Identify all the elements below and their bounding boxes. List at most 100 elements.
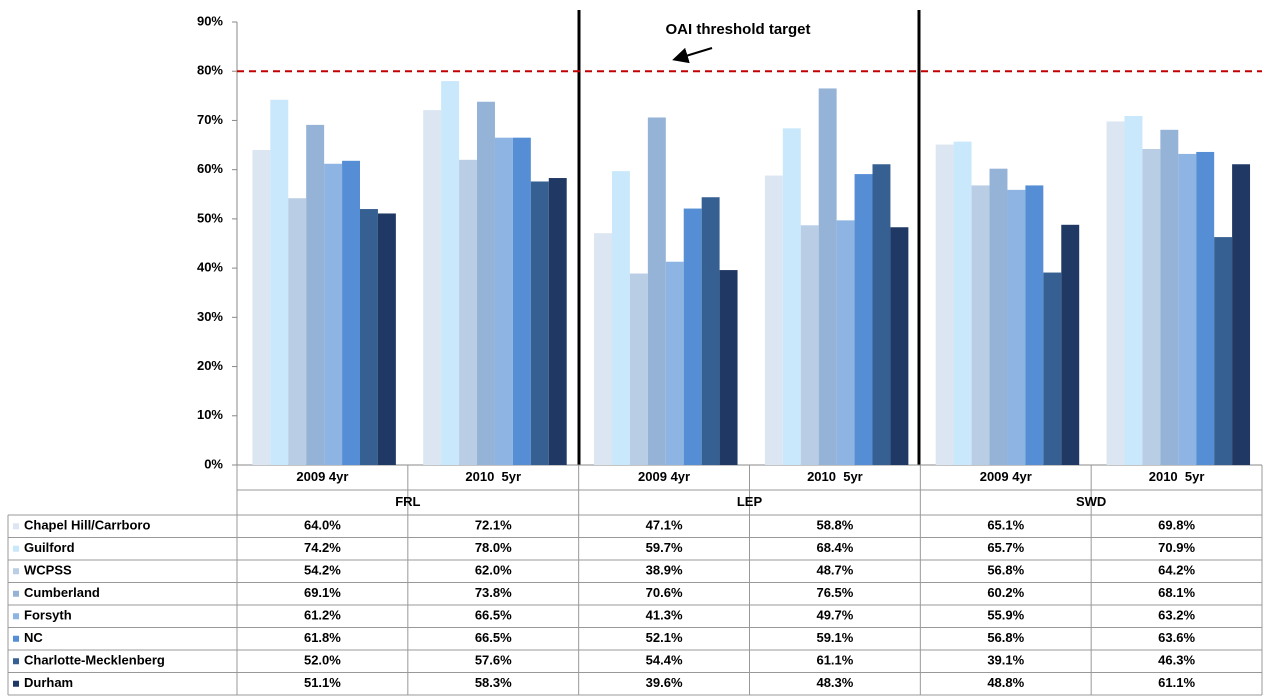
table-value: 64.0% — [304, 518, 341, 533]
y-tick-label: 80% — [197, 63, 223, 78]
table-value: 52.0% — [304, 653, 341, 668]
table-value: 46.3% — [1158, 653, 1195, 668]
bar — [441, 81, 460, 466]
bar — [1025, 185, 1044, 465]
table-value: 72.1% — [475, 518, 512, 533]
table-value: 63.2% — [1158, 608, 1195, 623]
table-value: 49.7% — [816, 608, 853, 623]
table-value: 78.0% — [475, 540, 512, 555]
bar — [764, 175, 783, 465]
y-tick-label: 40% — [197, 260, 223, 275]
x-tick-label: 2010 5yr — [465, 469, 521, 484]
legend-label: Forsyth — [24, 608, 72, 623]
bar — [512, 137, 531, 465]
legend-swatch — [13, 568, 19, 575]
y-tick-label: 90% — [197, 13, 223, 28]
table-value: 76.5% — [816, 585, 853, 600]
bar — [935, 144, 954, 465]
bar — [1214, 237, 1233, 465]
bar — [629, 273, 648, 465]
legend-label: Guilford — [24, 540, 75, 555]
table-value: 58.3% — [475, 675, 512, 690]
table-value: 61.1% — [816, 653, 853, 668]
table-value: 48.7% — [816, 563, 853, 578]
table-value: 65.1% — [987, 518, 1024, 533]
x-tick-label: 2009 4yr — [638, 469, 690, 484]
bar — [594, 233, 612, 465]
bar — [836, 220, 855, 465]
table-value: 68.1% — [1158, 585, 1195, 600]
bar — [1061, 224, 1080, 465]
y-tick-label: 20% — [197, 358, 223, 373]
table-value: 57.6% — [475, 653, 512, 668]
table-value: 66.5% — [475, 630, 512, 645]
bar — [611, 171, 630, 466]
table-value: 48.3% — [816, 675, 853, 690]
table-value: 59.7% — [646, 540, 683, 555]
table-value: 66.5% — [475, 608, 512, 623]
group-label: FRL — [395, 494, 420, 509]
bar — [252, 149, 271, 465]
group-label: SWD — [1076, 494, 1106, 509]
legend-swatch — [13, 680, 19, 687]
bar — [872, 164, 891, 465]
table-value: 64.2% — [1158, 563, 1195, 578]
bar — [423, 110, 442, 465]
bar — [360, 209, 378, 465]
y-tick-label: 70% — [197, 112, 223, 127]
table-value: 73.8% — [475, 585, 512, 600]
y-tick-label: 10% — [197, 407, 223, 422]
bar — [1196, 151, 1215, 466]
legend-label: Durham — [24, 675, 73, 690]
table-value: 69.1% — [304, 585, 341, 600]
bar — [1007, 189, 1026, 465]
bar — [683, 208, 702, 465]
bar — [800, 225, 819, 465]
bar — [1124, 116, 1143, 466]
table-value: 65.7% — [987, 540, 1024, 555]
x-tick-label: 2010 5yr — [807, 469, 863, 484]
annotation: OAI threshold target — [665, 21, 810, 38]
legend-label: WCPSS — [24, 563, 72, 578]
bar — [494, 137, 513, 465]
x-tick-label: 2010 5yr — [1149, 469, 1205, 484]
legend-label: Charlotte-Mecklenberg — [24, 653, 165, 668]
table-value: 70.6% — [646, 585, 683, 600]
bar — [971, 185, 990, 465]
table-value: 59.1% — [816, 630, 853, 645]
bar — [548, 178, 567, 466]
bar — [477, 101, 495, 466]
bar — [530, 181, 549, 466]
table-value: 51.1% — [304, 675, 341, 690]
bar — [377, 213, 396, 465]
y-tick-label: 0% — [204, 456, 223, 471]
table-value: 55.9% — [987, 608, 1024, 623]
bar — [665, 261, 684, 465]
table-value: 68.4% — [816, 540, 853, 555]
legend-swatch — [13, 613, 19, 620]
annotation-arrow — [672, 47, 713, 64]
bar — [1178, 153, 1197, 465]
y-tick-label: 60% — [197, 161, 223, 176]
bar — [1160, 129, 1179, 465]
legend-label: NC — [24, 630, 43, 645]
table-value: 69.8% — [1158, 518, 1195, 533]
table-value: 39.1% — [987, 653, 1024, 668]
bar — [342, 160, 360, 465]
table-value: 39.6% — [646, 675, 683, 690]
bar — [1232, 164, 1251, 465]
legend-swatch — [13, 590, 19, 597]
bar — [818, 88, 837, 465]
group-label: LEP — [737, 494, 763, 509]
bar — [953, 141, 972, 466]
table-value: 70.9% — [1158, 540, 1195, 555]
legend-label: Chapel Hill/Carrboro — [24, 518, 150, 533]
table-value: 48.8% — [987, 675, 1024, 690]
legend-swatch — [13, 523, 19, 530]
bar — [324, 163, 343, 465]
bar — [1043, 272, 1062, 465]
table-value: 63.6% — [1158, 630, 1195, 645]
bar — [989, 168, 1008, 465]
bar — [1142, 148, 1161, 465]
